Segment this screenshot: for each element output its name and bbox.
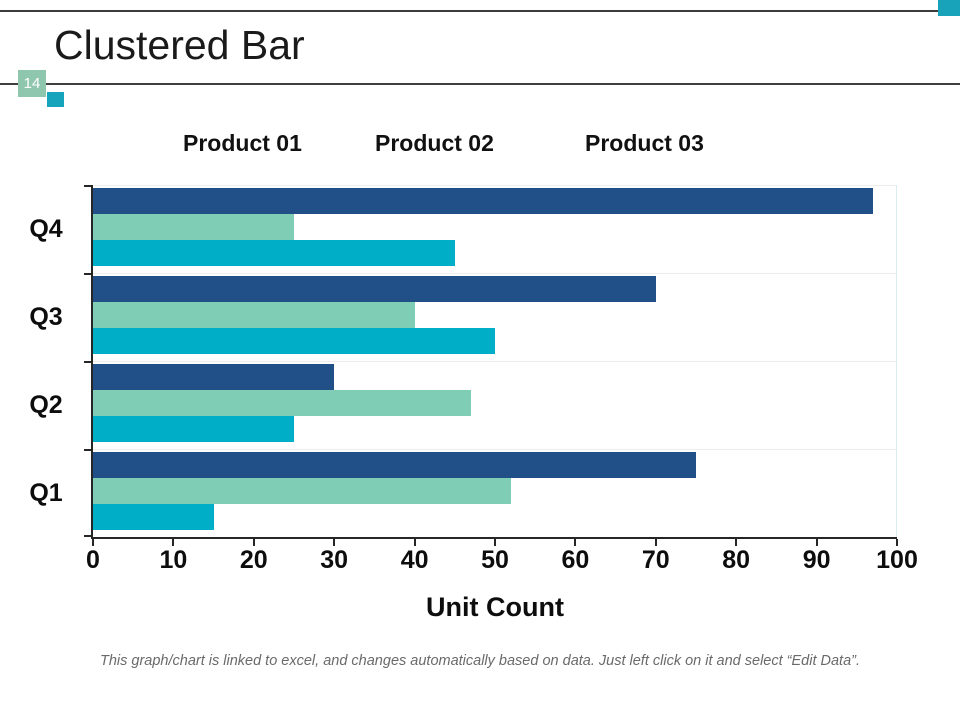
page-number-badge: 14: [18, 70, 46, 97]
value-axis-tick: [92, 539, 94, 546]
category-axis-tick: [84, 535, 93, 537]
value-axis-tick: [735, 539, 738, 546]
value-axis-title: Unit Count: [426, 592, 564, 622]
title-underline: [0, 83, 960, 85]
legend-item-product-02: Product 02: [375, 130, 494, 156]
value-axis-labels: 0 10 20 30 40 50 60 70 80 90 100: [86, 546, 918, 576]
gridline-horizontal: [93, 185, 897, 186]
value-axis-tick-label: 20: [239, 546, 268, 574]
category-axis-tick: [84, 449, 93, 451]
value-axis-tick-label: 0: [86, 546, 100, 574]
value-axis-tick: [896, 539, 898, 546]
bar-product-02-q2[interactable]: [93, 390, 471, 416]
top-divider-line: [0, 10, 938, 12]
value-axis-tick-label: 50: [481, 546, 509, 574]
value-axis-tick: [574, 539, 577, 546]
bar-product-02-q4[interactable]: [93, 214, 294, 240]
category-label-q4: Q4: [29, 214, 63, 243]
bar-product-02-q1[interactable]: [93, 478, 512, 504]
category-axis-tick: [84, 273, 93, 275]
gridline-horizontal: [93, 449, 897, 450]
category-label-q1: Q1: [29, 478, 63, 507]
value-axis-tick: [333, 539, 336, 546]
value-axis-tick-label: 30: [320, 546, 349, 574]
value-axis-tick: [494, 539, 496, 546]
teal-accent-square: [47, 92, 64, 107]
plot-area[interactable]: [84, 185, 898, 546]
bar-product-02-q3[interactable]: [93, 302, 415, 328]
bar-product-01-q1[interactable]: [93, 504, 214, 530]
category-label-q3: Q3: [29, 302, 63, 331]
legend-item-product-01: Product 01: [183, 130, 302, 156]
category-axis-labels: Q4 Q3 Q2 Q1: [14, 185, 78, 537]
value-axis-tick: [413, 539, 416, 546]
category-axis-tick: [84, 185, 93, 187]
gridline-horizontal: [93, 273, 897, 274]
value-axis-tick-label: 100: [876, 546, 918, 574]
bar-product-03-q3[interactable]: [93, 276, 656, 302]
value-axis-tick-label: 60: [561, 546, 590, 574]
legend-item-product-03: Product 03: [585, 130, 704, 156]
value-axis-tick: [252, 539, 255, 546]
bar-product-03-q4[interactable]: [93, 188, 873, 214]
value-axis-tick-label: 10: [159, 546, 188, 574]
slide-title: Clustered Bar: [54, 22, 305, 68]
top-right-accent-square: [938, 0, 960, 16]
bar-product-01-q3[interactable]: [93, 328, 495, 354]
chart-legend: Product 01 Product 02 Product 03: [0, 130, 960, 160]
bar-product-01-q4[interactable]: [93, 240, 455, 266]
bar-product-03-q1[interactable]: [93, 452, 696, 478]
gridline-vertical-100: [896, 185, 897, 537]
value-axis-tick: [172, 539, 175, 546]
gridline-horizontal: [93, 361, 897, 362]
value-axis-tick: [815, 539, 818, 546]
value-axis-tick-label: 90: [802, 546, 831, 574]
category-axis-tick: [84, 361, 93, 363]
value-axis-tick-label: 40: [400, 546, 429, 574]
footer-note: This graph/chart is linked to excel, and…: [99, 653, 861, 669]
bar-product-03-q2[interactable]: [93, 364, 335, 390]
category-label-q2: Q2: [29, 390, 63, 419]
bar-product-01-q2[interactable]: [93, 416, 294, 442]
value-axis-tick: [654, 539, 657, 546]
value-axis-tick-label: 80: [722, 546, 751, 574]
value-axis-tick-label: 70: [641, 546, 670, 574]
